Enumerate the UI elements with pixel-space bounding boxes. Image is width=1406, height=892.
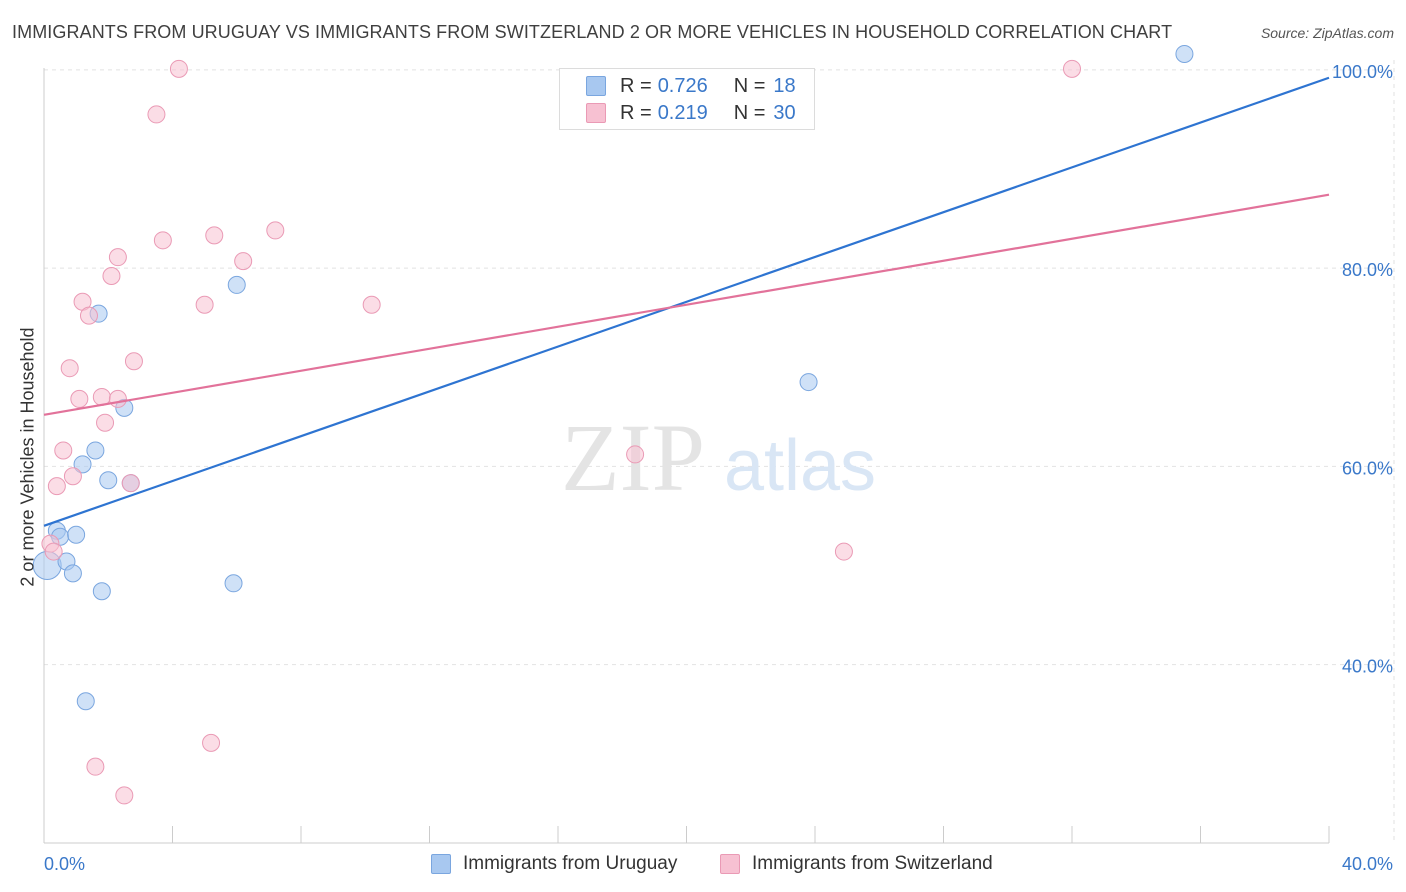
switzerland-point [47, 477, 66, 496]
r-label: R = [620, 74, 652, 97]
source-attribution: Source: ZipAtlas.com [1260, 25, 1394, 41]
watermark-atlas: atlas [724, 426, 876, 506]
watermark: ZIP atlas [561, 404, 876, 511]
switzerland-point [63, 467, 82, 486]
n-value: 30 [773, 101, 796, 124]
uruguay-point [799, 373, 818, 392]
switzerland-point [124, 352, 143, 371]
uruguay-point [227, 275, 246, 294]
uruguay-point [73, 455, 92, 474]
switzerland-point [79, 306, 98, 325]
switzerland-point [86, 757, 105, 776]
legend-swatch-switzerland [720, 854, 740, 874]
switzerland-point [54, 441, 73, 460]
switzerland-point [153, 231, 172, 250]
switzerland-point [147, 105, 166, 124]
switzerland-point [60, 359, 79, 378]
y-tick-label: 100.0% [1332, 62, 1393, 82]
uruguay-point [224, 574, 243, 593]
uruguay-swatch [586, 76, 606, 96]
y-tick-label: 80.0% [1342, 260, 1393, 280]
r-label: R = [620, 101, 652, 124]
switzerland-point [44, 542, 63, 561]
switzerland-point [205, 226, 224, 245]
switzerland-point [266, 221, 285, 240]
switzerland-point [195, 295, 214, 314]
uruguay-point [76, 692, 95, 711]
switzerland-point [169, 59, 188, 78]
switzerland-point [70, 389, 89, 408]
switzerland-point [202, 733, 221, 752]
r-value: 0.219 [657, 101, 708, 124]
stats-legend: R = 0.726 N = 18 R = 0.219 N = 30 [559, 68, 815, 130]
uruguay-point [99, 471, 118, 490]
uruguay-point [67, 525, 86, 544]
chart-title: IMMIGRANTS FROM URUGUAY VS IMMIGRANTS FR… [12, 22, 1173, 42]
y-tick-label: 60.0% [1342, 458, 1393, 478]
y-axis-label: 2 or more Vehicles in Household [17, 327, 38, 587]
uruguay-point [92, 582, 111, 601]
uruguay-point [86, 441, 105, 460]
legend-item-switzerland: Immigrants from Switzerland [720, 851, 993, 877]
switzerland-trend-line [43, 193, 1330, 416]
uruguay-point [1175, 44, 1194, 63]
legend-swatch-uruguay [431, 854, 451, 874]
r-value: 0.726 [657, 74, 708, 97]
legend-item-uruguay: Immigrants from Uruguay [431, 851, 677, 877]
switzerland-point [626, 445, 645, 464]
switzerland-point [362, 295, 381, 314]
n-label: N = [733, 101, 766, 124]
n-value: 18 [773, 74, 796, 97]
uruguay-point [63, 564, 82, 583]
axes [43, 68, 1330, 844]
y-tick-label: 40.0% [1342, 657, 1393, 677]
switzerland-point [96, 413, 115, 432]
tick-labels: 40.0% 60.0% 80.0% 100.0% 0.0% 40.0% [44, 62, 1393, 874]
switzerland-point [115, 786, 134, 805]
x-tick-label: 0.0% [44, 854, 85, 874]
switzerland-point [234, 252, 253, 271]
legend-label-uruguay: Immigrants from Uruguay [463, 853, 678, 874]
grid-lines [44, 60, 1395, 843]
switzerland-point [1063, 59, 1081, 78]
trend-lines [43, 76, 1330, 527]
switzerland-point [834, 542, 853, 561]
x-tick-label: 40.0% [1342, 854, 1393, 874]
switzerland-point [102, 267, 121, 286]
switzerland-point [121, 474, 140, 493]
stats-row-switzerland: R = 0.219 N = 30 [586, 100, 796, 126]
data-points [32, 44, 1194, 805]
uruguay-trend-line [43, 76, 1330, 527]
legend-label-switzerland: Immigrants from Switzerland [752, 853, 993, 874]
switzerland-point [108, 389, 127, 408]
stats-row-uruguay: R = 0.726 N = 18 [586, 73, 796, 99]
switzerland-point [108, 248, 127, 267]
switzerland-swatch [586, 103, 606, 123]
n-label: N = [733, 74, 766, 97]
